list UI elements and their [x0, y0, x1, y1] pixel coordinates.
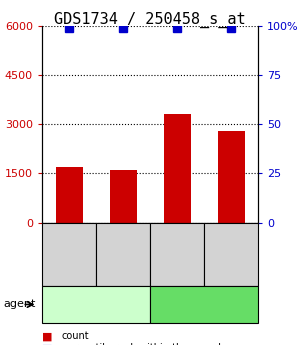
Bar [56, 167, 82, 223]
Bar [164, 115, 190, 223]
Bar [110, 170, 136, 223]
Text: GSM38613: GSM38613 [64, 230, 74, 279]
Text: GDS1734 / 250458_s_at: GDS1734 / 250458_s_at [54, 12, 246, 28]
Text: percentile rank within the sample: percentile rank within the sample [61, 344, 226, 345]
Text: GSM85538: GSM85538 [172, 230, 182, 279]
Text: GSM38614: GSM38614 [118, 230, 127, 279]
Text: count: count [61, 332, 89, 341]
Text: control: control [77, 299, 115, 309]
Text: agent: agent [3, 299, 35, 309]
Text: GSM85539: GSM85539 [226, 230, 236, 279]
Text: ■: ■ [42, 344, 52, 345]
Bar [218, 131, 244, 223]
Text: ■: ■ [42, 332, 52, 341]
Text: sucrose: sucrose [183, 299, 225, 309]
